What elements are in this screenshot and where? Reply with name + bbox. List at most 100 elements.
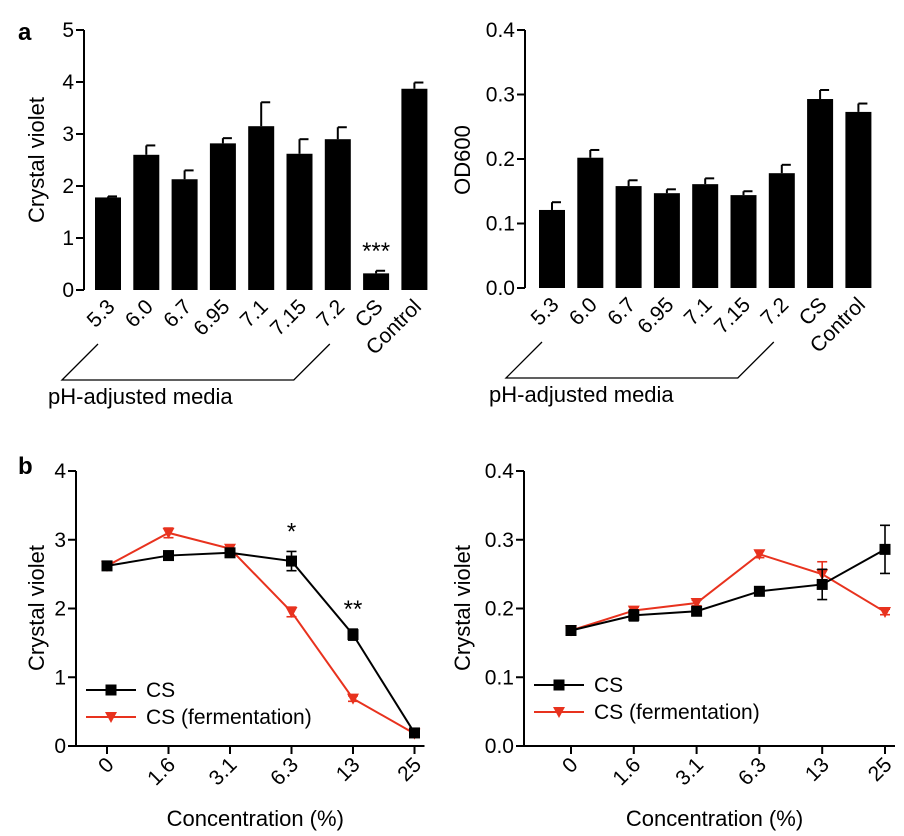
chart-2-bar [615, 186, 642, 288]
chart-2-bars: 5.3 6.0 6.76.95 7.17.15 7.2 CSControlpH-adjus… [489, 88, 872, 407]
chart-1-x-tick-label: 5.3 [83, 295, 120, 332]
chart-3-x-tick-label: 13 [332, 753, 365, 786]
chart-3-y-axis-label: Crystal violet [24, 545, 49, 671]
chart-3-y-tick-label: 4 [54, 460, 66, 483]
chart-2-x-tick-label: 7.15 [710, 293, 755, 338]
chart-3-legend-label: CS [146, 679, 175, 702]
chart-3-y-tick-label: 0 [54, 735, 66, 758]
chart-4-data-point [691, 605, 703, 617]
chart-2-y-tick-label: 0.4 [486, 19, 516, 42]
chart-4-data-point [690, 598, 703, 609]
chart-4-x-tick-label: 3.1 [671, 753, 708, 790]
chart-4-data-point [879, 606, 891, 618]
chart-2-y-tick-label: 0.3 [486, 84, 515, 107]
chart-3-legend-marker [105, 684, 117, 696]
chart-1-bar [209, 143, 236, 290]
chart-3-data-point [286, 555, 297, 567]
chart-4-y-tick-label: 0.1 [485, 666, 514, 689]
chart-3-data-point [347, 629, 359, 641]
chart-4-y-axis-label: Crystal violet [450, 545, 475, 671]
chart-4-data-point [879, 543, 891, 555]
chart-4-x-tick-label: 25 [864, 753, 897, 786]
chart-3-data-point [224, 547, 236, 559]
chart-4-x-tick-label: 0 [558, 753, 583, 778]
chart-3-data-point [101, 560, 113, 572]
chart-4-series-cs-fermentation [565, 549, 891, 637]
chart-1-y-axis: 0 1 2 3 4 5 Crystal violet [24, 19, 85, 302]
chart-4-series-line [570, 548, 886, 632]
chart-4-y-tick-label: 0.2 [485, 598, 514, 621]
chart-4-plot: 0 1.6 3.1 6.3 13 25 Concentration (%) CS CS (fer… [524, 524, 897, 831]
chart-1-bars: 5.3 6.0 6.76.95 7.17.15 7.2 CSControlpH-adjus… [48, 81, 428, 409]
chart-4-x-tick-label: 1.6 [608, 753, 645, 790]
chart-3-x-tick-label: 0 [94, 753, 119, 778]
chart-4-x-tick-label: 13 [801, 753, 834, 786]
chart-3-data-point [163, 550, 174, 562]
chart-3-legend: CS CS (fermentation) [86, 679, 312, 729]
chart-4-data-point [628, 609, 640, 621]
chart-3-legend-label: CS (fermentation) [146, 706, 312, 729]
chart-1-group-label: pH-adjusted media [48, 384, 233, 409]
chart-4-legend-label: CS [594, 674, 623, 697]
chart-4-legend-marker [553, 707, 565, 718]
chart-4-data-point [753, 549, 766, 561]
chart-2-y-tick-label: 0.1 [486, 213, 515, 236]
chart-3-legend-marker [105, 712, 117, 723]
chart-2-bar [845, 111, 872, 288]
chart-3-y-tick-label: 1 [54, 666, 66, 689]
chart-3-series-cs [101, 547, 420, 739]
chart-3-data-point [285, 606, 298, 618]
chart-1-bar [363, 273, 390, 290]
chart-1-y-tick-label: 4 [62, 71, 74, 94]
chart-1-bar [95, 197, 121, 290]
chart-3-series-line [106, 551, 416, 734]
chart-3-data-point [409, 727, 420, 739]
chart-3-significance-label: * [287, 518, 296, 545]
chart-1-bar [171, 179, 198, 290]
chart-2-y-axis: 0.0 0.1 0.2 0.3 0.4 OD600 [450, 19, 526, 300]
chart-3-y-tick-label: 3 [54, 529, 66, 552]
chart-1-x-tick-label: 7.15 [266, 295, 311, 340]
chart-1-bar [324, 139, 351, 290]
chart-3-data-point [347, 693, 359, 705]
panel-b-letter: b [18, 453, 33, 480]
chart-2-x-tick-label: 6.95 [633, 293, 678, 338]
chart-1-x-tick-label: 6.95 [189, 295, 234, 340]
chart-1-x-tick-label: 6.0 [121, 295, 158, 332]
chart-2-bar [692, 184, 719, 288]
chart-4-legend-label: CS (fermentation) [594, 701, 760, 724]
chart-4-y-axis: 0.0 0.1 0.2 0.3 0.4 Crystal violet [450, 460, 525, 758]
chart-3-x-tick-label: 3.1 [205, 753, 242, 790]
chart-3-significance-label: ** [344, 596, 363, 623]
chart-3-x-tick-label: 6.3 [266, 753, 303, 790]
chart-1-y-tick-label: 1 [62, 227, 74, 250]
chart-1-group-bracket [60, 343, 331, 381]
chart-3-x-tick-label: 1.6 [143, 753, 180, 790]
chart-2-x-tick-label: 6.0 [565, 293, 602, 330]
chart-1-y-tick-label: 2 [62, 175, 74, 198]
chart-1-y-tick-label: 0 [62, 279, 74, 302]
chart-2-bar [577, 157, 604, 288]
chart-4-y-tick-label: 0.4 [485, 460, 515, 483]
chart-2-bar [539, 209, 565, 288]
chart-4-series-cs [565, 524, 891, 636]
chart-3-y-tick-label: 2 [54, 598, 66, 621]
chart-2-bar [653, 193, 680, 288]
chart-2-x-tick-label: 7.2 [756, 293, 793, 330]
chart-1-y-tick-label: 3 [62, 123, 74, 146]
chart-1-bar [248, 126, 275, 290]
chart-4-legend: CS CS (fermentation) [534, 674, 760, 724]
chart-3-y-axis: 0 1 2 3 4 Crystal violet [24, 460, 77, 758]
chart-1-x-tick-label: 7.2 [312, 295, 349, 332]
chart-1-y-axis-label: Crystal violet [24, 97, 49, 223]
chart-2-y-tick-label: 0.2 [486, 148, 515, 171]
chart-2-bar [730, 195, 757, 288]
chart-2-x-tick-label: 5.3 [527, 293, 564, 330]
chart-1-bar [401, 88, 428, 290]
chart-4-x-tick-label: 6.3 [734, 753, 771, 790]
chart-2-group-bracket [504, 341, 775, 379]
chart-2-y-tick-label: 0.0 [486, 277, 515, 300]
chart-4-y-tick-label: 0.3 [485, 529, 514, 552]
